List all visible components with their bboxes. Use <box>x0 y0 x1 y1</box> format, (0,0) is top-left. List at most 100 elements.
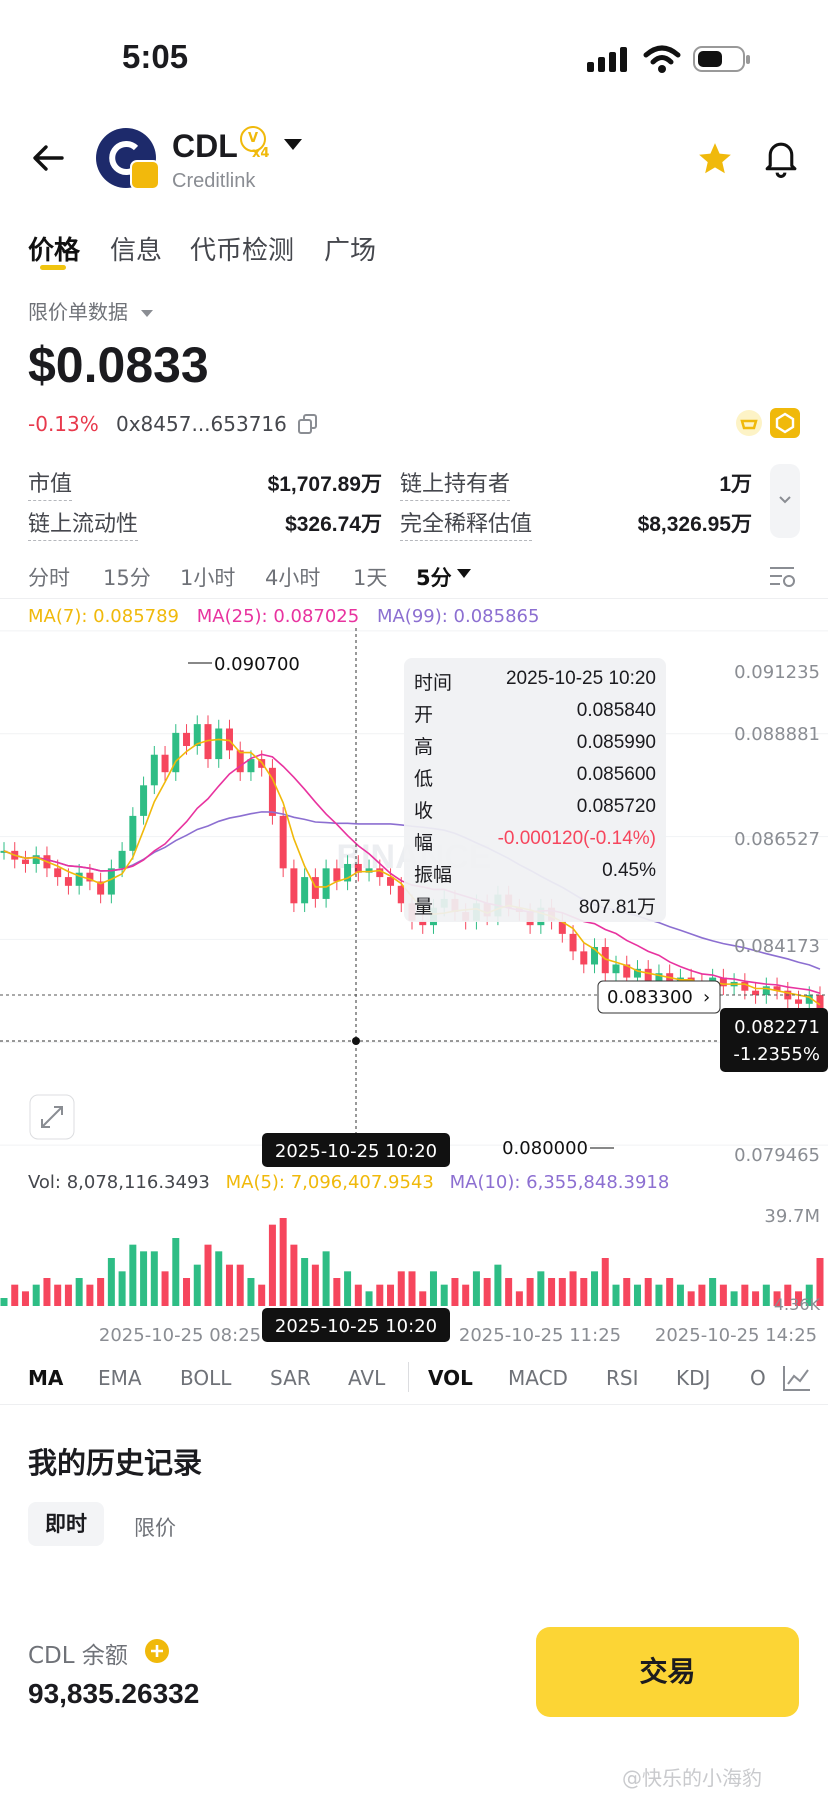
timeframe-caret-icon[interactable] <box>456 568 472 580</box>
creditlink-logo-icon <box>109 141 139 175</box>
volume-bar <box>397 1271 405 1306</box>
contract-address[interactable]: 0x8457...653716 <box>116 412 287 436</box>
volume-bar <box>118 1271 126 1306</box>
volume-bar <box>623 1278 631 1306</box>
tooltip-open: 0.085840 <box>576 700 656 721</box>
candle <box>376 868 384 878</box>
tooltip-high-label: 高 <box>414 736 434 758</box>
volume-bar <box>580 1278 588 1306</box>
volume-bar <box>21 1291 29 1306</box>
dropdown-caret-icon[interactable] <box>283 138 303 152</box>
bnb-chain-icon[interactable] <box>770 408 800 438</box>
candle <box>569 933 577 952</box>
volume-bar <box>429 1271 437 1306</box>
stats-expand-button[interactable] <box>770 464 800 538</box>
tooltip-open-label: 开 <box>414 704 434 726</box>
candle <box>580 951 588 965</box>
trade-button[interactable]: 交易 <box>536 1627 799 1717</box>
copy-icon[interactable] <box>298 414 318 434</box>
volume-bar <box>773 1291 781 1306</box>
security-badge-icon[interactable] <box>734 408 764 438</box>
timeframe-4h[interactable]: 4小时 <box>265 566 321 590</box>
vol-ma10: MA(10): 6,355,848.3918 <box>449 1172 670 1193</box>
status-time: 5:05 <box>122 38 189 75</box>
bell-icon[interactable] <box>762 138 800 178</box>
current-price-tag[interactable] <box>597 980 721 1014</box>
volume-crosshair-time: 2025-10-25 10:20 <box>275 1316 437 1337</box>
history-tab-limit[interactable]: 限价 <box>134 1516 176 1540</box>
data-mode-select[interactable]: 限价单数据 <box>28 296 154 325</box>
favorite-star-icon[interactable] <box>696 140 734 178</box>
candle <box>795 999 803 1004</box>
wifi-icon <box>643 45 681 73</box>
multiplier-badge: x4 <box>252 146 270 161</box>
y-axis: 0.091235 0.088881 0.086527 0.084173 0.07… <box>734 662 820 1166</box>
indicator-sar[interactable]: SAR <box>270 1366 311 1390</box>
candle <box>752 990 760 996</box>
volume-bar <box>344 1271 352 1306</box>
back-arrow-icon[interactable] <box>28 138 68 178</box>
candle <box>32 855 40 864</box>
volume-bar <box>795 1291 803 1306</box>
indicator-vol[interactable]: VOL <box>428 1366 473 1390</box>
candle <box>644 968 652 982</box>
volume-bar <box>387 1284 395 1306</box>
history-tab-instant[interactable]: 即时 <box>28 1502 104 1546</box>
candle <box>633 968 641 978</box>
fullscreen-button[interactable] <box>29 1094 75 1140</box>
indicator-ma[interactable]: MA <box>28 1366 64 1390</box>
volume-bar <box>483 1278 491 1306</box>
timeframe-1d[interactable]: 1天 <box>353 566 388 590</box>
volume-bar <box>193 1264 201 1306</box>
volume-bar <box>709 1278 717 1306</box>
candle <box>204 724 212 760</box>
candle <box>118 850 126 869</box>
tab-price[interactable]: 价格 <box>28 236 81 266</box>
volume-bar <box>150 1251 158 1306</box>
volume-bar <box>526 1278 534 1306</box>
tab-info[interactable]: 信息 <box>110 236 163 266</box>
volume-bar <box>97 1278 105 1306</box>
volume-bar <box>64 1284 72 1306</box>
balance-label: CDL 余额 <box>28 1643 128 1669</box>
candle <box>21 859 29 864</box>
tab-square[interactable]: 广场 <box>324 236 377 266</box>
current-price: $0.0833 <box>28 337 209 393</box>
data-mode-label: 限价单数据 <box>28 300 128 324</box>
indicator-boll[interactable]: BOLL <box>180 1366 232 1390</box>
tooltip-range-label: 幅 <box>414 832 434 854</box>
ma7-value: MA(7): 0.085789 <box>28 606 180 627</box>
last-change: -1.2355% <box>733 1044 820 1065</box>
indicator-rsi[interactable]: RSI <box>606 1366 639 1390</box>
candle <box>225 728 233 751</box>
indicator-more[interactable]: O <box>750 1366 766 1390</box>
volume-bar <box>472 1271 480 1306</box>
timeframe-tick[interactable]: 分时 <box>28 566 70 590</box>
volume-bar <box>354 1284 362 1306</box>
timeframe-1h[interactable]: 1小时 <box>180 566 236 590</box>
tooltip-range: -0.000120(-0.14%) <box>497 828 656 849</box>
indicator-ema[interactable]: EMA <box>98 1366 142 1390</box>
volume-bar <box>655 1284 663 1306</box>
volume-bar <box>741 1284 749 1306</box>
candle <box>236 750 244 773</box>
indicator-kdj[interactable]: KDJ <box>676 1366 711 1390</box>
indicator-avl[interactable]: AVL <box>348 1366 386 1390</box>
volume-bar <box>762 1284 770 1306</box>
chart-settings-icon[interactable] <box>768 562 798 590</box>
candle <box>247 759 255 773</box>
indicator-macd[interactable]: MACD <box>508 1366 568 1390</box>
token-symbol: CDL <box>172 128 238 164</box>
candle <box>719 977 727 987</box>
candle <box>150 754 158 786</box>
candle <box>0 850 8 853</box>
tab-token-check[interactable]: 代币检测 <box>190 236 295 266</box>
add-plus-icon[interactable] <box>144 1638 170 1664</box>
battery-icon <box>693 46 750 72</box>
volume-chart[interactable]: 39.7M 4.36K 2025-10-25 08:25 2025-10-25 … <box>0 1196 828 1346</box>
timeframe-15m[interactable]: 15分 <box>103 566 151 590</box>
timeframe-5m[interactable]: 5分 <box>416 566 452 590</box>
indicator-chart-icon[interactable] <box>782 1364 812 1392</box>
x-tick: 2025-10-25 08:25 <box>99 1325 261 1346</box>
volume-bar <box>805 1284 813 1306</box>
